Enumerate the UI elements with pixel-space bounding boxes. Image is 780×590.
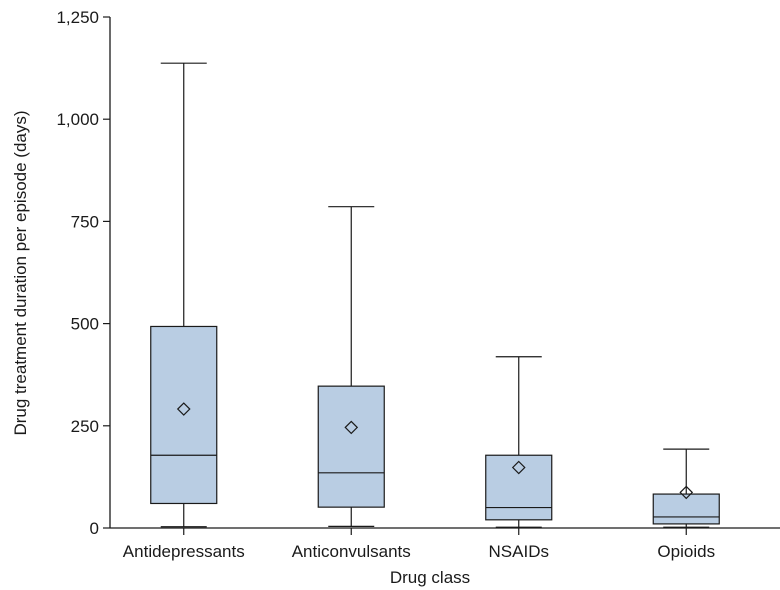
mean-marker — [176, 402, 191, 416]
y-axis-ticks: 0 250 500 750 1,000 1,250 — [56, 8, 110, 538]
box-opioids — [652, 448, 720, 528]
plot-area — [109, 17, 780, 529]
y-tick-label: 1,250 — [56, 8, 99, 27]
x-tick-label: NSAIDs — [489, 542, 549, 561]
x-axis-ticks: Antidepressants Anticonvulsants NSAIDs Opio… — [123, 528, 715, 561]
boxes-layer — [150, 62, 720, 528]
y-tick-label: 0 — [90, 519, 99, 538]
y-tick-label: 500 — [71, 315, 99, 334]
box-nsaids — [485, 356, 553, 528]
iqr-box — [485, 454, 553, 521]
y-tick-label: 250 — [71, 417, 99, 436]
x-tick-label: Anticonvulsants — [292, 542, 411, 561]
iqr-box — [150, 325, 218, 505]
box-anticonvulsants — [317, 206, 385, 527]
y-tick-label: 1,000 — [56, 110, 99, 129]
y-tick-label: 750 — [71, 212, 99, 231]
x-tick-label: Antidepressants — [123, 542, 245, 561]
iqr-box — [317, 385, 385, 508]
y-axis-title: Drug treatment duration per episode (day… — [11, 110, 30, 435]
x-tick-label: Opioids — [657, 542, 715, 561]
mean-marker — [511, 460, 526, 475]
box-antidepressants — [150, 62, 218, 528]
x-axis-title: Drug class — [390, 568, 470, 587]
mean-marker — [679, 485, 694, 500]
mean-marker — [344, 420, 359, 435]
